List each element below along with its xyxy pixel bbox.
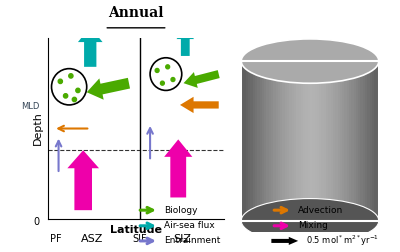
Polygon shape [180,97,219,113]
Polygon shape [78,27,102,67]
Bar [248,61,251,221]
Bar [296,61,299,221]
Text: SIF: SIF [132,234,147,244]
Bar [331,61,333,221]
Y-axis label: Depth: Depth [32,112,42,145]
Bar [360,61,363,221]
Bar [285,61,288,221]
Bar [255,61,258,221]
Bar [338,61,340,221]
Bar [347,61,349,221]
Bar [314,61,317,221]
Ellipse shape [241,39,379,83]
Bar [363,61,365,221]
Bar [335,61,338,221]
Polygon shape [271,237,298,245]
Bar [246,61,248,221]
Bar [301,61,304,221]
Bar [326,61,329,221]
Circle shape [160,81,164,85]
Polygon shape [176,29,194,56]
Bar [271,61,274,221]
Bar [253,61,255,221]
Bar [250,61,253,221]
Bar [276,61,278,221]
Bar [312,61,315,221]
Bar [241,61,244,221]
Text: Annual: Annual [108,6,164,20]
Bar [262,61,264,221]
Circle shape [69,74,73,78]
Polygon shape [87,78,130,100]
Bar [317,61,320,221]
Text: Advection: Advection [298,206,344,215]
Bar [303,61,306,221]
Bar [282,61,285,221]
Circle shape [155,69,159,73]
Polygon shape [184,70,220,88]
Polygon shape [67,150,99,210]
Bar [292,61,294,221]
Bar [298,61,301,221]
Bar [374,61,377,221]
Bar [333,61,336,221]
Bar [356,61,358,221]
Bar [278,61,280,221]
Bar [372,61,374,221]
Bar [269,61,271,221]
Bar [287,61,290,221]
Bar [308,61,310,221]
Bar [266,61,269,221]
Bar [310,61,313,221]
Bar [351,61,354,221]
Polygon shape [164,139,192,198]
Bar [328,61,331,221]
Bar [319,61,322,221]
Bar [340,61,342,221]
Text: 0: 0 [33,217,39,227]
Bar [264,61,267,221]
Text: MLD: MLD [21,102,39,111]
Text: Entrainment: Entrainment [164,236,220,245]
Bar [376,61,379,221]
Circle shape [76,88,80,92]
Bar [365,61,368,221]
Bar [289,61,292,221]
Bar [306,61,308,221]
Bar [370,61,372,221]
Circle shape [58,79,62,83]
Bar [324,61,326,221]
Bar [257,61,260,221]
Circle shape [171,78,175,82]
Bar [260,61,262,221]
Bar [349,61,352,221]
Circle shape [166,65,170,69]
Text: Biology: Biology [164,206,198,215]
Bar [354,61,356,221]
Text: PF: PF [50,234,61,244]
Circle shape [64,94,68,98]
Bar [344,61,347,221]
Bar [273,61,276,221]
Text: Air-sea flux: Air-sea flux [164,221,215,230]
Text: 0.5 mol$^*$m$^{2*}$yr$^{-1}$: 0.5 mol$^*$m$^{2*}$yr$^{-1}$ [306,234,379,248]
Bar [358,61,361,221]
Text: ASZ: ASZ [81,234,103,244]
Bar [342,61,345,221]
Bar [294,61,296,221]
Bar [367,61,370,221]
Bar [244,61,246,221]
Circle shape [72,97,76,102]
Text: Mixing: Mixing [298,221,328,230]
Ellipse shape [241,199,379,243]
Bar [322,61,324,221]
Bar [280,61,283,221]
X-axis label: Latitude: Latitude [110,225,162,235]
Text: SIZ: SIZ [173,234,191,244]
